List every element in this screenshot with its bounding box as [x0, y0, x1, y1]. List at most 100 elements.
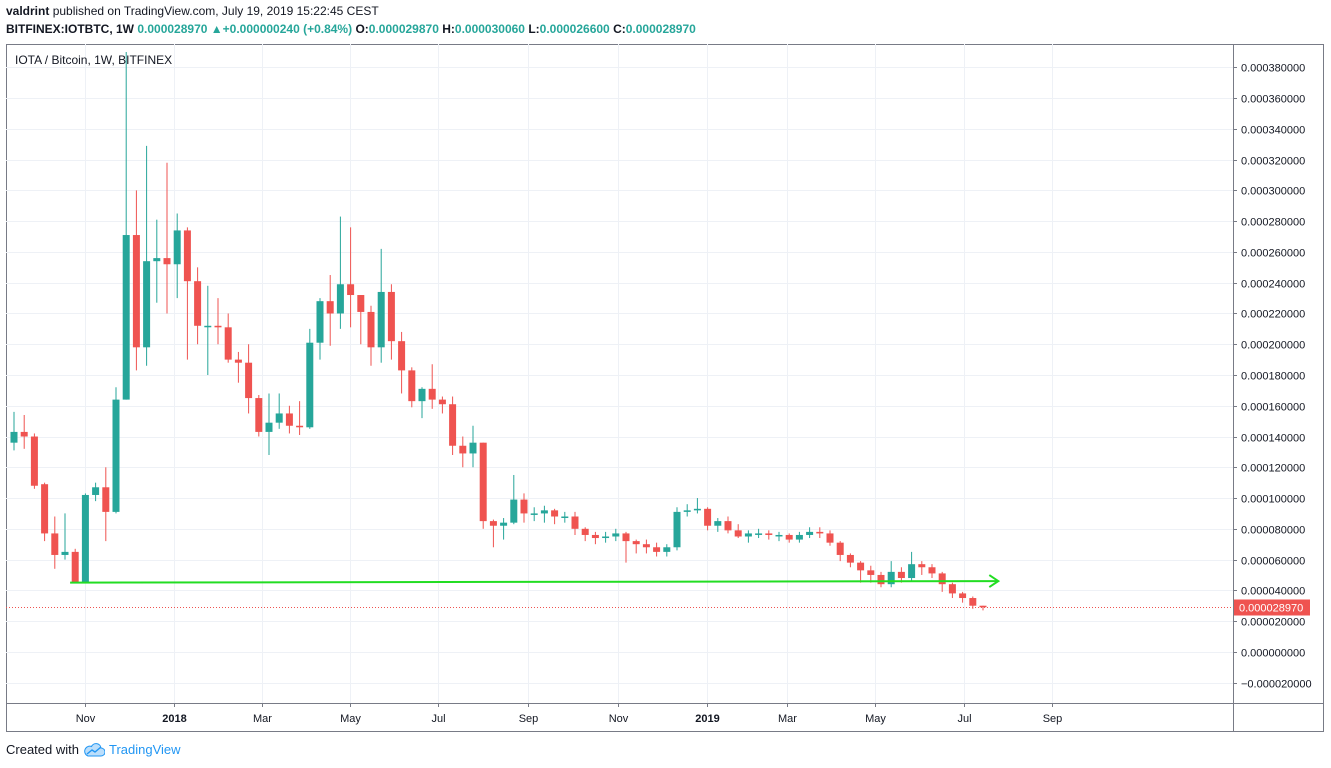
candle[interactable] — [71, 548, 79, 583]
candle[interactable] — [877, 571, 885, 588]
candle[interactable] — [459, 436, 467, 468]
candle[interactable] — [653, 542, 661, 557]
candle[interactable] — [204, 285, 212, 375]
candles[interactable] — [10, 52, 987, 611]
candle[interactable] — [683, 504, 691, 517]
candle[interactable] — [275, 393, 283, 429]
candle[interactable] — [479, 442, 487, 529]
candle[interactable] — [10, 411, 18, 451]
candle[interactable] — [734, 524, 742, 539]
candle[interactable] — [30, 433, 38, 489]
candle[interactable] — [469, 425, 477, 468]
candle[interactable] — [285, 405, 293, 434]
candle[interactable] — [255, 394, 263, 437]
candle[interactable] — [816, 527, 824, 539]
candle[interactable] — [602, 531, 610, 543]
candle[interactable] — [785, 533, 793, 543]
candle[interactable] — [336, 216, 344, 329]
candle[interactable] — [500, 518, 508, 540]
candle[interactable] — [194, 267, 202, 345]
candle[interactable] — [704, 507, 712, 531]
candle[interactable] — [714, 518, 722, 532]
candle[interactable] — [887, 561, 895, 588]
candle[interactable] — [163, 162, 171, 314]
candle[interactable] — [744, 530, 752, 543]
candle[interactable] — [326, 275, 334, 346]
candle[interactable] — [347, 227, 355, 328]
candle[interactable] — [622, 531, 630, 563]
candle[interactable] — [755, 528, 763, 539]
candle[interactable] — [428, 364, 436, 409]
candle[interactable] — [408, 367, 416, 408]
candle[interactable] — [132, 190, 140, 371]
candle[interactable] — [540, 505, 548, 523]
candle[interactable] — [591, 531, 599, 545]
candle[interactable] — [143, 145, 151, 366]
price-chart[interactable]: 0.000380000 0.000360000 0.000340000 0.00032… — [6, 44, 1324, 732]
candle[interactable] — [795, 531, 803, 543]
candle[interactable] — [112, 387, 120, 514]
candle[interactable] — [673, 507, 681, 551]
candle[interactable] — [826, 530, 834, 546]
candle[interactable] — [530, 507, 538, 522]
tradingview-brand-link[interactable]: TradingView — [108, 742, 181, 757]
candle[interactable] — [183, 227, 191, 360]
candle[interactable] — [367, 305, 375, 366]
candle[interactable] — [897, 567, 905, 583]
candle[interactable] — [765, 530, 773, 540]
candle[interactable] — [775, 531, 783, 542]
candle[interactable] — [969, 596, 977, 609]
candle[interactable] — [418, 387, 426, 419]
candle[interactable] — [357, 295, 365, 345]
candle[interactable] — [561, 511, 569, 523]
candle[interactable] — [92, 482, 100, 502]
price-axis[interactable]: 0.000380000 0.000360000 0.000340000 0.00032… — [1233, 63, 1312, 691]
candle[interactable] — [81, 493, 89, 583]
candle[interactable] — [51, 516, 59, 569]
candle[interactable] — [836, 541, 844, 562]
candle[interactable] — [806, 527, 814, 539]
candle[interactable] — [102, 467, 110, 542]
candle[interactable] — [979, 605, 987, 611]
candle[interactable] — [245, 344, 253, 414]
candle[interactable] — [918, 561, 926, 575]
candle[interactable] — [438, 396, 446, 414]
candle[interactable] — [581, 527, 589, 542]
candle[interactable] — [693, 498, 701, 514]
candle[interactable] — [224, 313, 232, 363]
candle[interactable] — [571, 511, 579, 535]
candle[interactable] — [173, 213, 181, 299]
candle[interactable] — [846, 553, 854, 568]
candle[interactable] — [612, 528, 620, 542]
candle[interactable] — [948, 582, 956, 599]
candle[interactable] — [153, 219, 161, 303]
candle[interactable] — [234, 351, 242, 383]
candle[interactable] — [122, 52, 130, 400]
author-name[interactable]: valdrint — [6, 4, 50, 18]
candle[interactable] — [20, 414, 28, 449]
candle[interactable] — [857, 561, 865, 583]
candle[interactable] — [61, 513, 69, 560]
candle[interactable] — [377, 248, 385, 363]
candle[interactable] — [489, 519, 497, 548]
candle[interactable] — [642, 539, 650, 554]
candle[interactable] — [928, 564, 936, 579]
candle[interactable] — [214, 298, 222, 345]
candle[interactable] — [510, 474, 518, 525]
candle[interactable] — [398, 331, 406, 394]
candle[interactable] — [959, 591, 967, 603]
candle[interactable] — [306, 328, 314, 429]
candle[interactable] — [41, 482, 49, 542]
candle[interactable] — [296, 401, 304, 435]
candle[interactable] — [724, 516, 732, 534]
candle[interactable] — [316, 298, 324, 360]
candle[interactable] — [387, 284, 395, 360]
candle[interactable] — [265, 393, 273, 455]
candle[interactable] — [867, 565, 875, 583]
support-line[interactable] — [70, 580, 999, 584]
candle[interactable] — [632, 539, 640, 554]
candle[interactable] — [520, 493, 528, 523]
candle[interactable] — [551, 508, 559, 525]
candle[interactable] — [908, 551, 916, 582]
time-axis[interactable]: Nov 2018 Mar May Jul Sep Nov 2019 Mar May Jul Sep — [76, 703, 1063, 725]
